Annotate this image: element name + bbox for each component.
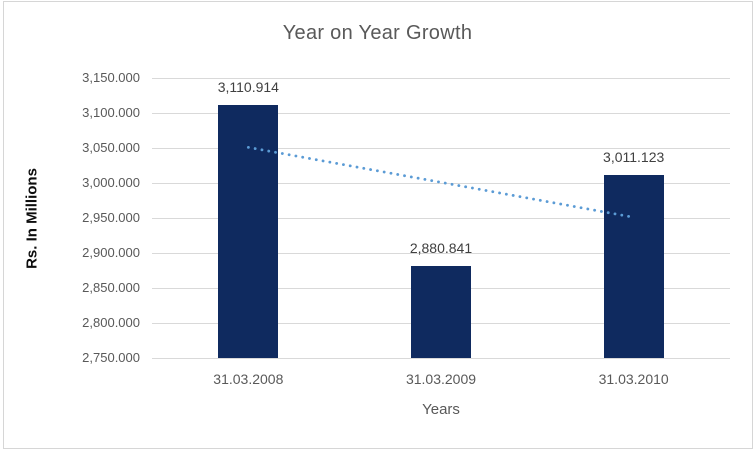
gridline — [152, 252, 730, 254]
gridline — [152, 112, 730, 114]
y-tick-label: 3,000.000 — [82, 175, 140, 190]
x-axis-title: Years — [422, 401, 460, 418]
bar-value-label: 3,110.914 — [217, 79, 279, 96]
y-tick-label: 2,850.000 — [82, 280, 140, 295]
y-tick-label: 2,800.000 — [82, 315, 140, 330]
gridline — [152, 357, 730, 359]
bar — [218, 105, 279, 358]
bar-value-label: 2,880.841 — [409, 240, 473, 257]
y-axis-title: Rs. In Millions — [23, 168, 41, 269]
bar — [411, 266, 471, 358]
y-tick-label: 3,100.000 — [82, 105, 140, 120]
bar — [603, 175, 664, 358]
y-tick-label: 2,950.000 — [82, 210, 140, 225]
y-tick-label: 3,050.000 — [82, 140, 140, 155]
x-tick-label: 31.03.2008 — [213, 371, 284, 387]
bar-value-label: 3,011.123 — [603, 149, 665, 166]
y-tick-label: 3,150.000 — [82, 70, 140, 85]
x-tick-label: 31.03.2010 — [598, 371, 669, 387]
y-tick-label: 2,750.000 — [82, 350, 140, 365]
y-tick-label: 2,900.000 — [82, 245, 140, 260]
x-tick-label: 31.03.2009 — [405, 371, 477, 387]
gridline — [152, 77, 730, 79]
chart-title: Year on Year Growth — [282, 22, 473, 44]
